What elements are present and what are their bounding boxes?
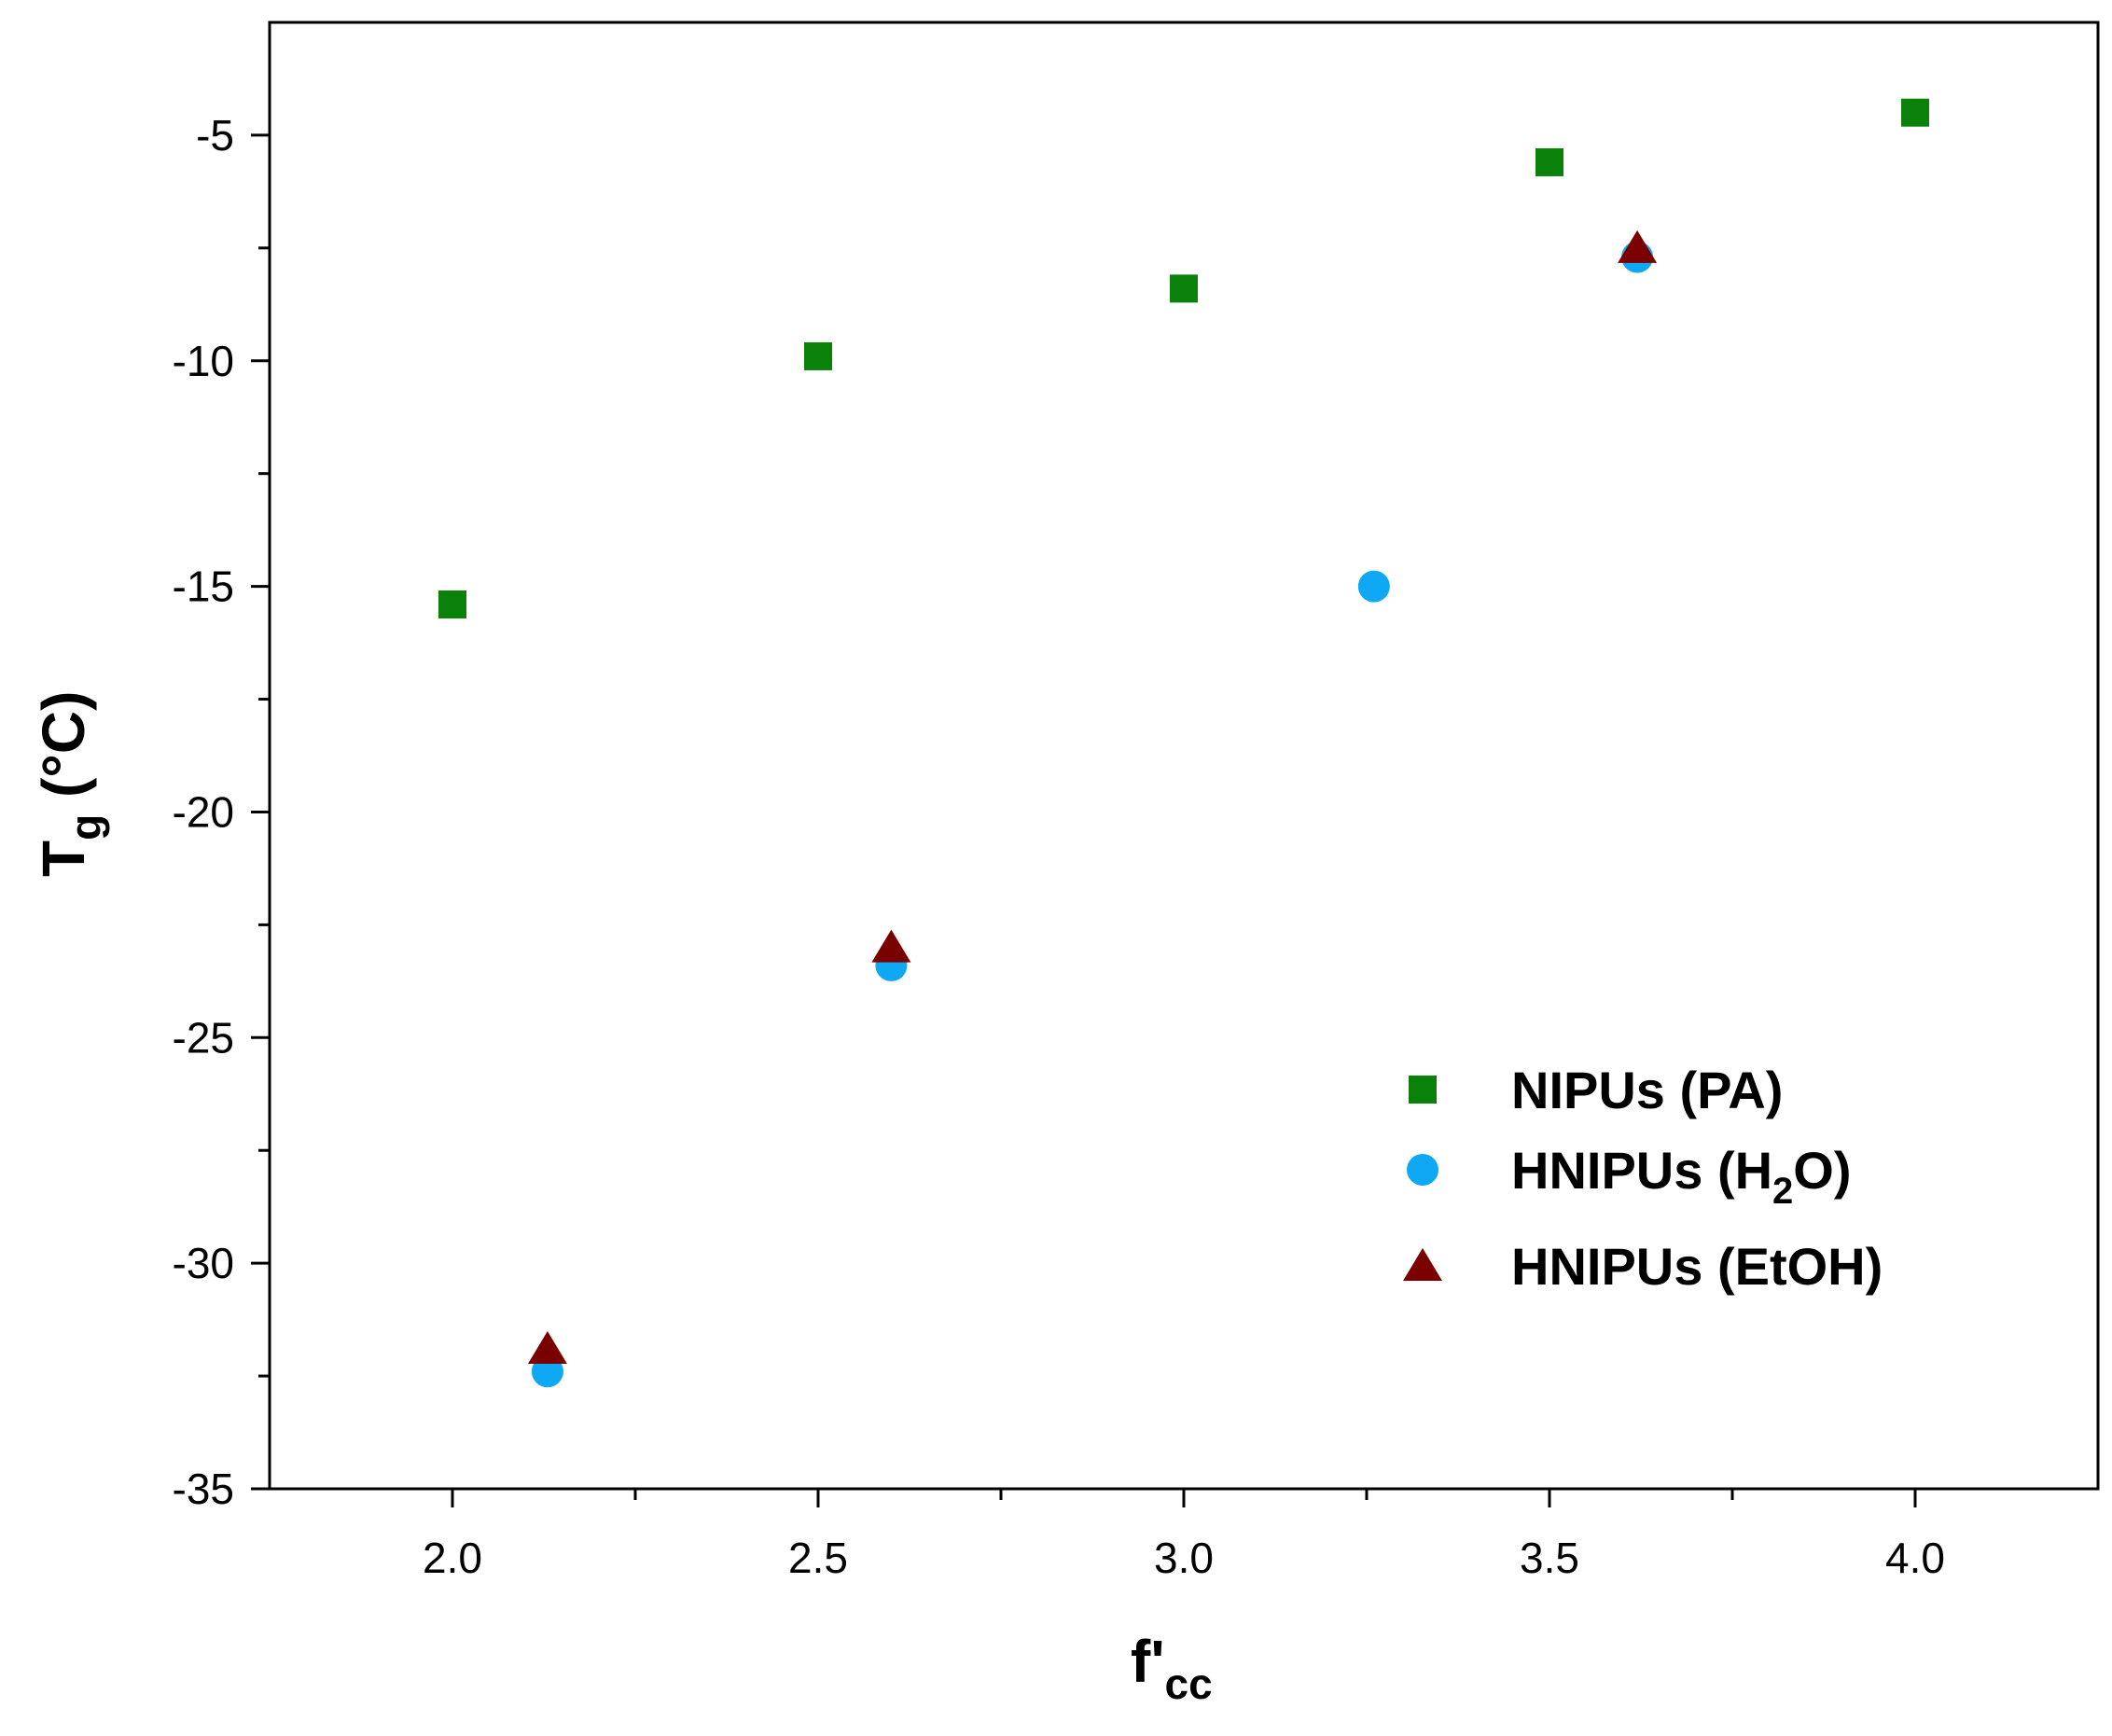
y-tick-label: -35 xyxy=(173,1465,234,1513)
y-axis-title-main: T xyxy=(30,840,97,877)
y-axis-title: Tg (°C) xyxy=(30,691,110,877)
x-axis-title-main: f' xyxy=(1131,1628,1165,1695)
data-point-circle-1-2 xyxy=(1357,570,1390,603)
y-axis-title-unit: (°C) xyxy=(30,691,97,814)
x-axis-title: f'cc xyxy=(1131,1628,1213,1708)
legend-label-text: O) xyxy=(1793,1141,1851,1200)
x-axis-title-sub: cc xyxy=(1165,1660,1213,1708)
y-tick-label: -5 xyxy=(196,111,234,160)
y-tick-label: -30 xyxy=(173,1239,234,1287)
data-point-square-0-0 xyxy=(438,590,466,618)
y-tick-label: -10 xyxy=(173,337,234,385)
y-tick-label: -15 xyxy=(173,562,234,611)
legend-marker-1 xyxy=(1407,1154,1438,1186)
legend-marker-2 xyxy=(1403,1248,1442,1281)
x-tick-label: 4.0 xyxy=(1885,1534,1945,1582)
y-axis-title-sub: g xyxy=(62,814,110,840)
data-points xyxy=(438,98,1929,1388)
x-tick-label: 2.5 xyxy=(788,1534,848,1582)
y-tick-label: -20 xyxy=(173,787,234,836)
legend-label-text: HNIPUs (EtOH) xyxy=(1511,1237,1883,1296)
legend-label-1: HNIPUs (H2O) xyxy=(1511,1141,1852,1212)
legend-marker-0 xyxy=(1409,1076,1437,1104)
data-point-square-0-2 xyxy=(1170,274,1198,303)
x-tick-label: 3.5 xyxy=(1520,1534,1579,1582)
y-axis-ticks: -35 -30 -25 -20 -15 -10 -5 xyxy=(173,111,270,1513)
legend: NIPUs (PA) HNIPUs (H2O) HNIPUs (EtOH) xyxy=(1403,1061,1883,1296)
x-axis-ticks: 2.0 2.5 3.0 3.5 4.0 xyxy=(423,1489,1945,1582)
legend-label-text: NIPUs (PA) xyxy=(1511,1061,1783,1119)
data-point-triangle-2-1 xyxy=(871,929,911,963)
legend-label-0: NIPUs (PA) xyxy=(1511,1061,1783,1119)
data-point-square-0-4 xyxy=(1901,98,1929,127)
data-point-square-0-1 xyxy=(804,341,832,370)
x-tick-label: 2.0 xyxy=(423,1534,482,1582)
legend-label-subscript: 2 xyxy=(1772,1171,1793,1212)
y-tick-label: -25 xyxy=(173,1013,234,1062)
data-point-square-0-3 xyxy=(1535,147,1563,176)
data-point-triangle-2-2 xyxy=(1618,229,1658,263)
data-point-triangle-2-0 xyxy=(527,1331,567,1365)
x-tick-label: 3.0 xyxy=(1154,1534,1214,1582)
legend-label-2: HNIPUs (EtOH) xyxy=(1511,1237,1883,1296)
legend-label-text: HNIPUs (H xyxy=(1511,1141,1772,1200)
